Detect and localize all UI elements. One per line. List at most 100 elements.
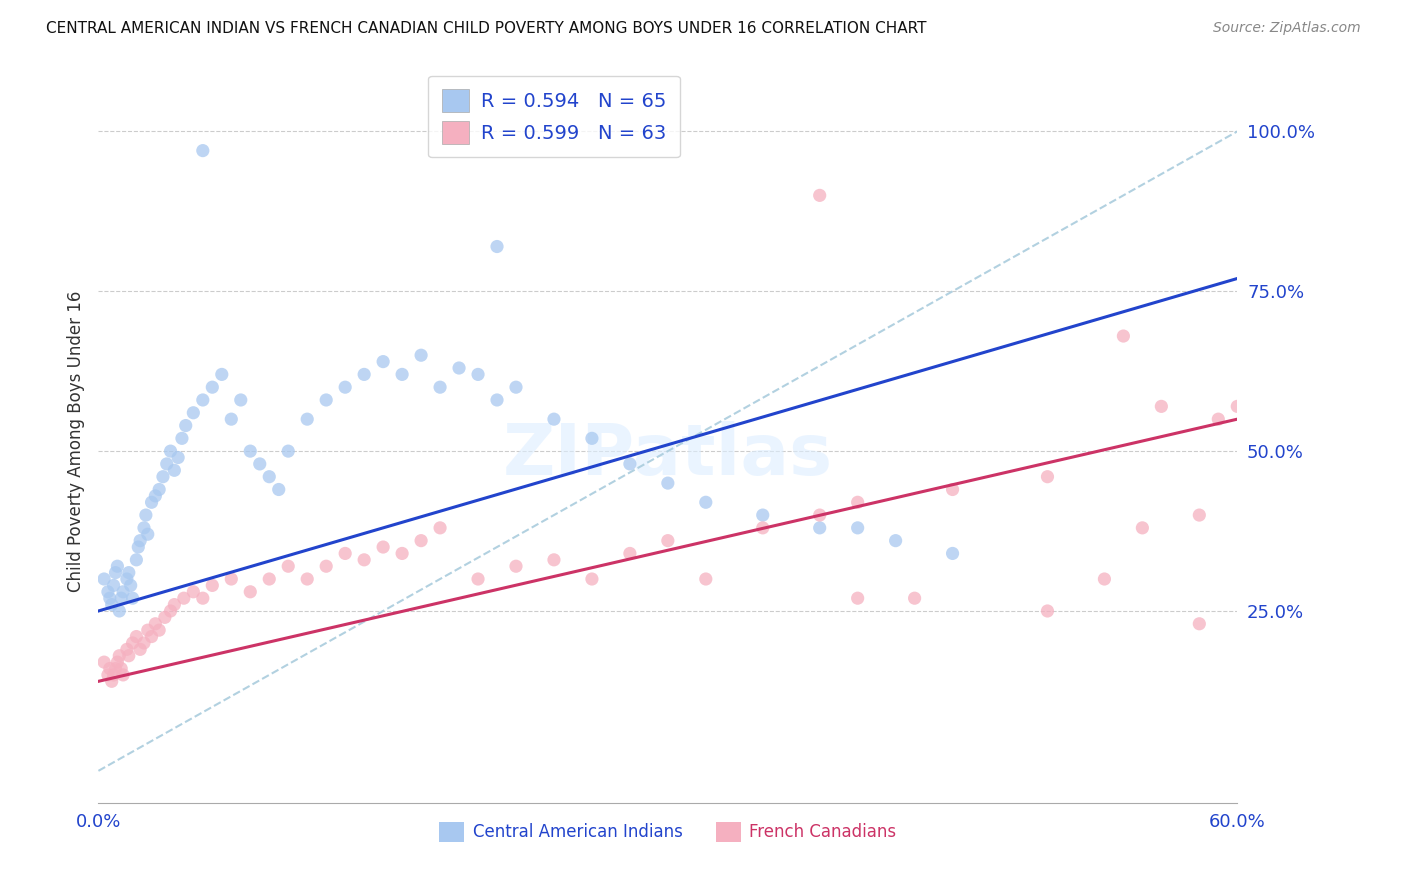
Point <box>191 144 214 158</box>
Point <box>467 572 489 586</box>
Point <box>183 406 205 420</box>
Point <box>846 495 869 509</box>
Point <box>163 463 186 477</box>
Point <box>115 642 138 657</box>
Point <box>148 483 170 497</box>
Point <box>115 572 138 586</box>
Point <box>505 559 527 574</box>
Point <box>249 457 271 471</box>
Point <box>170 431 193 445</box>
Point <box>259 572 281 586</box>
Point <box>148 623 170 637</box>
Point <box>201 380 224 394</box>
Point <box>141 495 163 509</box>
Point <box>107 655 129 669</box>
Point <box>1094 572 1116 586</box>
Point <box>152 469 174 483</box>
Point <box>429 380 451 394</box>
Point <box>353 553 375 567</box>
Point <box>695 572 717 586</box>
Point <box>411 533 433 548</box>
Point <box>98 661 121 675</box>
Point <box>411 348 433 362</box>
Point <box>125 630 148 644</box>
Point <box>543 553 565 567</box>
Point <box>1036 469 1059 483</box>
Point <box>277 559 299 574</box>
Point <box>1226 400 1249 414</box>
Point <box>1188 616 1211 631</box>
Point <box>97 584 120 599</box>
Point <box>103 578 125 592</box>
Point <box>173 591 195 606</box>
Point <box>145 616 167 631</box>
Point <box>1132 521 1154 535</box>
Point <box>486 392 509 407</box>
Point <box>141 630 163 644</box>
Point <box>129 642 152 657</box>
Point <box>229 392 252 407</box>
Point <box>884 533 907 548</box>
Point <box>183 584 205 599</box>
Point <box>112 584 135 599</box>
Point <box>127 540 149 554</box>
Point <box>108 648 131 663</box>
Point <box>335 380 357 394</box>
Point <box>118 648 141 663</box>
Point <box>239 584 262 599</box>
Point <box>93 572 115 586</box>
Point <box>97 668 120 682</box>
Point <box>135 508 157 522</box>
Point <box>1036 604 1059 618</box>
Point <box>191 392 214 407</box>
Point <box>239 444 262 458</box>
Point <box>110 661 132 675</box>
Point <box>371 540 394 554</box>
Point <box>132 636 155 650</box>
Point <box>752 521 775 535</box>
Point <box>1208 412 1230 426</box>
Point <box>267 483 290 497</box>
Point <box>107 559 129 574</box>
Legend: Central American Indians, French Canadians: Central American Indians, French Canadia… <box>433 815 903 848</box>
Point <box>129 533 152 548</box>
Point <box>657 533 679 548</box>
Point <box>125 553 148 567</box>
Point <box>159 604 181 618</box>
Point <box>353 368 375 382</box>
Point <box>1188 508 1211 522</box>
Point <box>391 368 413 382</box>
Text: Source: ZipAtlas.com: Source: ZipAtlas.com <box>1213 21 1361 35</box>
Point <box>297 572 319 586</box>
Point <box>153 610 176 624</box>
Point <box>808 521 831 535</box>
Point <box>156 457 179 471</box>
Point <box>429 521 451 535</box>
Point <box>846 521 869 535</box>
Point <box>391 546 413 560</box>
Point <box>145 489 167 503</box>
Text: ZIPatlas: ZIPatlas <box>503 422 832 491</box>
Point <box>163 598 186 612</box>
Point <box>297 412 319 426</box>
Point <box>752 508 775 522</box>
Point <box>581 431 603 445</box>
Point <box>132 521 155 535</box>
Point <box>486 239 509 253</box>
Point <box>808 508 831 522</box>
Point <box>167 450 190 465</box>
Point <box>136 527 159 541</box>
Point <box>100 598 122 612</box>
Point <box>174 418 197 433</box>
Point <box>104 661 127 675</box>
Point <box>118 566 141 580</box>
Point <box>467 368 489 382</box>
Point <box>315 559 337 574</box>
Point <box>277 444 299 458</box>
Point <box>221 572 243 586</box>
Point <box>1150 400 1173 414</box>
Point <box>581 572 603 586</box>
Point <box>100 674 122 689</box>
Point <box>335 546 357 560</box>
Point <box>159 444 181 458</box>
